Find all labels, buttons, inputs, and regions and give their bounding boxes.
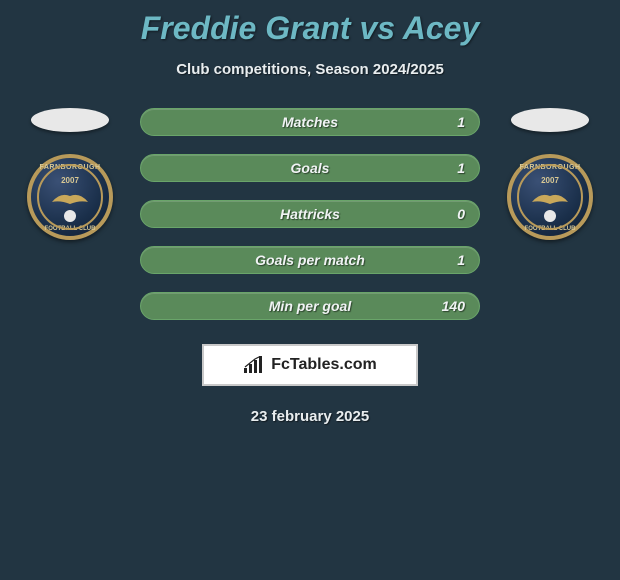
right-player-shirt-oval <box>511 108 589 132</box>
stat-value: 140 <box>442 298 465 314</box>
bar-chart-icon <box>243 356 265 374</box>
crest-text-top: FARNBOROUGH <box>31 164 109 171</box>
stat-bar-goals: Goals 1 <box>140 154 480 182</box>
date-line: 23 february 2025 <box>0 408 620 425</box>
stat-label: Goals per match <box>255 252 365 268</box>
left-player-shirt-oval <box>31 108 109 132</box>
left-club-crest: FARNBOROUGH 2007 FOOTBALL CLUB <box>27 154 113 240</box>
eagle-icon <box>530 188 570 210</box>
stat-label: Matches <box>282 114 338 130</box>
crest-text-bottom: FOOTBALL CLUB <box>511 226 589 232</box>
stat-label: Min per goal <box>269 298 351 314</box>
stats-area: FARNBOROUGH 2007 FOOTBALL CLUB Matches 1… <box>0 108 620 320</box>
football-icon <box>544 210 556 222</box>
eagle-icon <box>50 188 90 210</box>
football-icon <box>64 210 76 222</box>
stat-label: Hattricks <box>280 206 340 222</box>
right-player-col: FARNBOROUGH 2007 FOOTBALL CLUB <box>500 108 600 240</box>
crest-year: 2007 <box>31 176 109 185</box>
page-title: Freddie Grant vs Acey <box>0 0 620 47</box>
right-club-crest: FARNBOROUGH 2007 FOOTBALL CLUB <box>507 154 593 240</box>
stat-bars: Matches 1 Goals 1 Hattricks 0 Goals per … <box>140 108 480 320</box>
stat-value: 1 <box>457 114 465 130</box>
stat-value: 1 <box>457 252 465 268</box>
stat-bar-hattricks: Hattricks 0 <box>140 200 480 228</box>
stat-bar-min-per-goal: Min per goal 140 <box>140 292 480 320</box>
stat-bar-matches: Matches 1 <box>140 108 480 136</box>
stat-value: 1 <box>457 160 465 176</box>
crest-text-top: FARNBOROUGH <box>511 164 589 171</box>
stat-value: 0 <box>457 206 465 222</box>
crest-text-bottom: FOOTBALL CLUB <box>31 226 109 232</box>
stat-label: Goals <box>291 160 330 176</box>
brand-watermark[interactable]: FcTables.com <box>202 344 418 386</box>
stat-bar-goals-per-match: Goals per match 1 <box>140 246 480 274</box>
left-player-col: FARNBOROUGH 2007 FOOTBALL CLUB <box>20 108 120 240</box>
brand-text: FcTables.com <box>271 356 377 374</box>
crest-year: 2007 <box>511 176 589 185</box>
subtitle: Club competitions, Season 2024/2025 <box>0 61 620 78</box>
